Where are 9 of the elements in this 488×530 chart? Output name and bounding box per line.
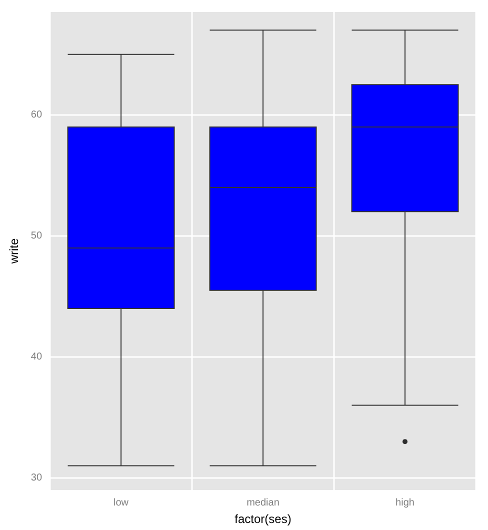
y-tick-label: 40 xyxy=(30,351,42,362)
y-axis-title: write xyxy=(7,238,21,265)
y-tick-label: 30 xyxy=(30,472,42,484)
y-tick-label: 60 xyxy=(30,109,42,120)
y-tick-label: 50 xyxy=(30,230,42,242)
x-tick-label: median xyxy=(246,498,280,508)
x-tick-label: high xyxy=(396,498,414,508)
x-tick-label: low xyxy=(114,498,130,508)
x-axis-title: factor(ses) xyxy=(234,512,292,526)
